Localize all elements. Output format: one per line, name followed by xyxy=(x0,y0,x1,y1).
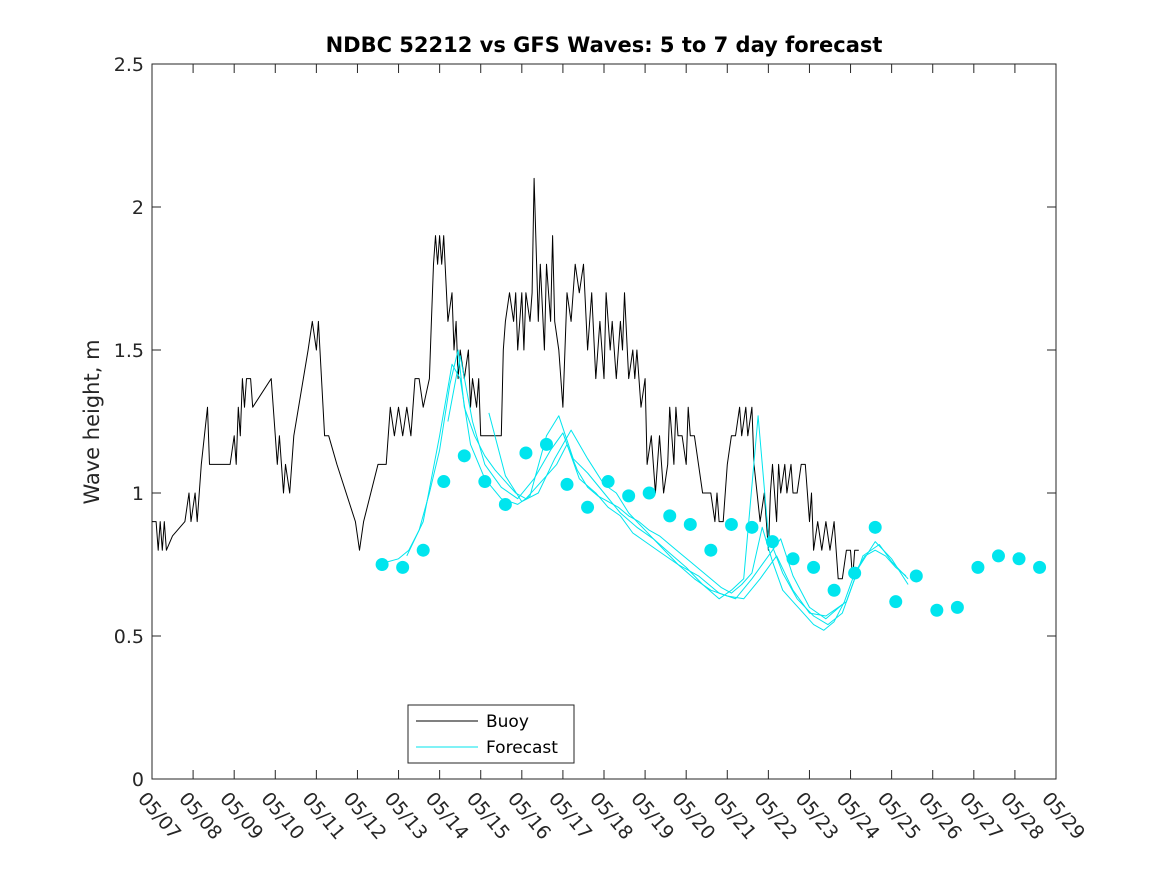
forecast-marker xyxy=(375,558,389,571)
x-tick-label: 05/23 xyxy=(791,788,843,844)
forecast-marker xyxy=(704,543,718,557)
series-0 xyxy=(152,177,859,580)
forecast-marker xyxy=(642,486,656,500)
forecast-marker xyxy=(498,497,512,511)
series-1 xyxy=(377,349,907,631)
forecast-marker xyxy=(457,449,471,463)
legend-forecast-label: Forecast xyxy=(486,738,558,758)
forecast-marker xyxy=(560,477,574,491)
x-tick-label: 05/28 xyxy=(996,788,1048,844)
forecast-line xyxy=(377,349,907,631)
forecast-line xyxy=(488,412,909,617)
legend-box xyxy=(407,704,575,764)
chart-title: NDBC 52212 vs GFS Waves: 5 to 7 day fore… xyxy=(326,33,883,57)
forecast-marker xyxy=(827,583,841,597)
x-tick-label: 05/09 xyxy=(215,788,267,844)
x-tick-label: 05/22 xyxy=(750,788,802,844)
series-layer xyxy=(152,177,1047,631)
y-tick-label: 1.5 xyxy=(114,340,144,362)
forecast-marker xyxy=(909,569,923,583)
forecast-marker xyxy=(765,535,779,549)
x-tick-label: 05/13 xyxy=(380,788,432,844)
x-tick-label: 05/17 xyxy=(544,788,596,844)
forecast-marker xyxy=(1012,552,1026,566)
x-tick-label: 05/10 xyxy=(256,788,308,844)
forecast-marker xyxy=(724,517,738,531)
x-tick-label: 05/20 xyxy=(667,788,719,844)
forecast-marker xyxy=(437,475,451,489)
forecast-marker xyxy=(581,500,595,514)
forecast-marker xyxy=(683,517,697,531)
legend: Buoy Forecast xyxy=(407,704,575,764)
forecast-marker xyxy=(848,566,862,580)
y-tick-label: 2.5 xyxy=(114,54,144,76)
forecast-marker xyxy=(478,475,492,489)
buoy-line xyxy=(152,177,859,580)
forecast-marker xyxy=(868,520,882,534)
y-axis-label: Wave height, m xyxy=(80,339,104,504)
series-4 xyxy=(488,412,909,617)
x-tick-label: 05/15 xyxy=(462,788,514,844)
forecast-marker xyxy=(889,595,903,609)
y-axis: 0 0.5 1 1.5 2 2.5 xyxy=(114,54,1056,791)
forecast-marker xyxy=(991,549,1005,563)
y-tick-label: 0 xyxy=(132,769,144,791)
forecast-marker xyxy=(519,446,533,460)
y-tick-label: 0.5 xyxy=(114,626,144,648)
x-tick-label: 05/12 xyxy=(339,788,391,844)
forecast-marker xyxy=(663,509,677,523)
x-tick-label: 05/16 xyxy=(503,788,555,844)
forecast-marker xyxy=(1033,560,1047,574)
forecast-marker xyxy=(950,600,964,614)
plot-area-frame xyxy=(151,63,1057,780)
x-tick-label: 05/25 xyxy=(873,788,925,844)
x-tick-label: 05/24 xyxy=(832,788,884,844)
forecast-marker xyxy=(416,543,430,557)
forecast-marker xyxy=(539,437,553,451)
y-tick-label: 1 xyxy=(132,483,144,505)
x-tick-label: 05/14 xyxy=(421,788,473,844)
forecast-marker xyxy=(601,475,615,489)
x-tick-label: 05/08 xyxy=(174,788,226,844)
forecast-marker xyxy=(786,552,800,566)
x-tick-label: 05/07 xyxy=(133,788,185,844)
x-tick-label: 05/21 xyxy=(708,788,760,844)
forecast-marker xyxy=(930,603,944,617)
forecast-marker xyxy=(622,489,636,503)
x-tick-label: 05/11 xyxy=(298,788,350,844)
y-tick-label: 2 xyxy=(132,197,144,219)
x-tick-label: 05/18 xyxy=(585,788,637,844)
forecast-marker xyxy=(807,560,821,574)
x-tick-label: 05/19 xyxy=(626,788,678,844)
forecast-marker xyxy=(396,560,410,574)
x-tick-label: 05/26 xyxy=(914,788,966,844)
series-5 xyxy=(375,437,1047,617)
legend-buoy-label: Buoy xyxy=(486,712,529,732)
forecast-marker xyxy=(745,520,759,534)
forecast-marker xyxy=(971,560,985,574)
x-tick-label: 05/29 xyxy=(1037,788,1089,844)
x-tick-label: 05/27 xyxy=(955,788,1007,844)
